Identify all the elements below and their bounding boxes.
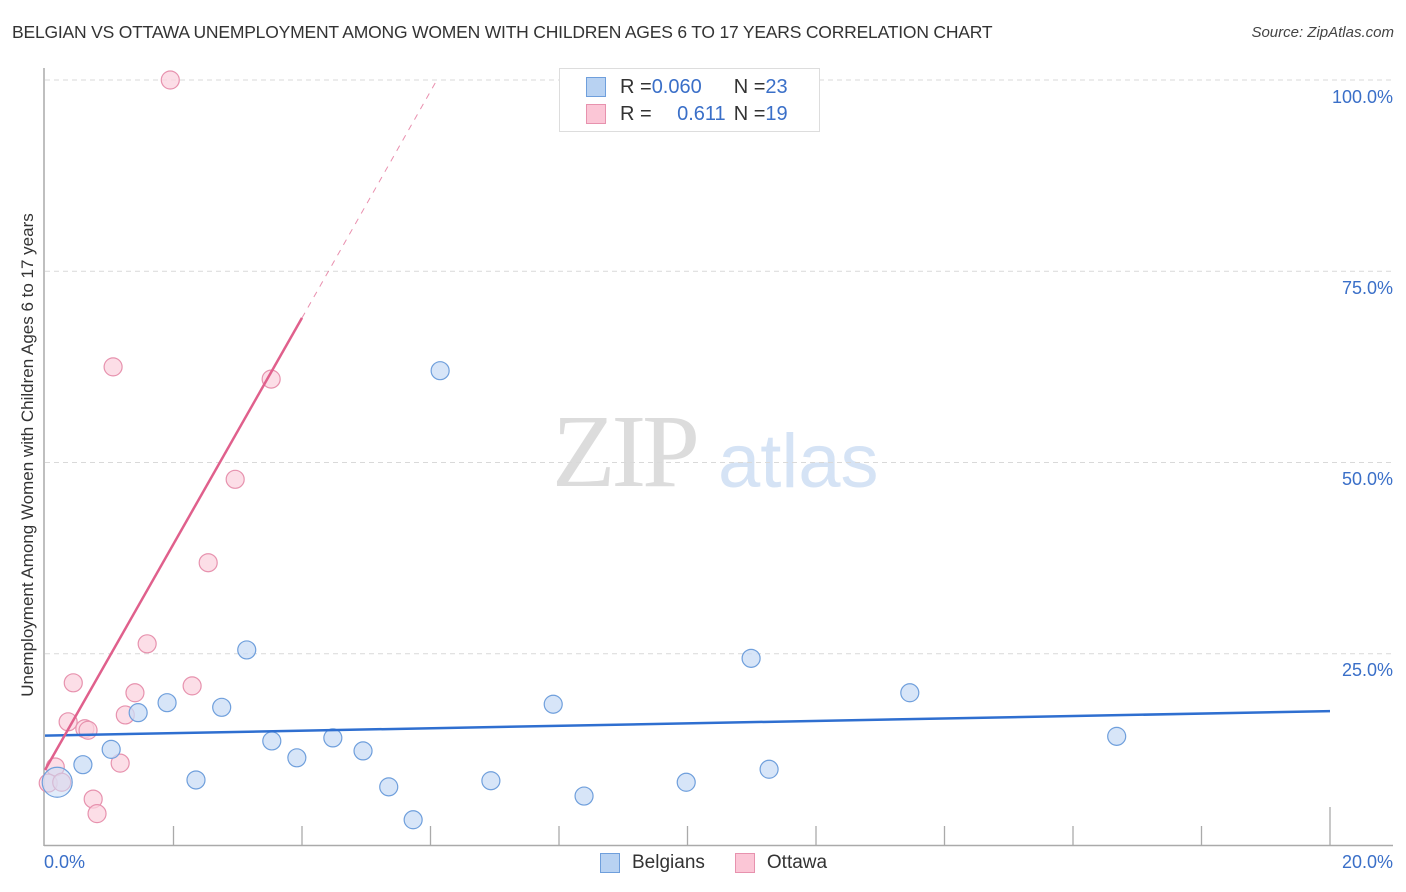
belgians-point (574, 786, 594, 806)
belgians-trend-line (44, 709, 1331, 737)
legend-label: Belgians (632, 852, 705, 873)
belgians-points (41, 361, 1127, 830)
belgians-point (481, 771, 501, 791)
belgians-point (323, 728, 343, 748)
ottawa-point (110, 753, 130, 773)
r-value: 0.611 (677, 102, 726, 125)
n-value: 23 (765, 75, 788, 98)
belgians-point (212, 697, 232, 717)
belgians-point (101, 739, 121, 759)
belgians-point (73, 755, 93, 775)
ottawa-point (225, 469, 245, 489)
ottawa-point (160, 70, 180, 90)
series-legend: Belgians Ottawa (600, 852, 857, 874)
source-credit: Source: ZipAtlas.com (1251, 24, 1394, 41)
belgians-point (741, 648, 761, 668)
belgians-point (543, 694, 563, 714)
gridlines (45, 79, 1393, 655)
belgians-point (353, 741, 373, 761)
legend-item-belgians[interactable]: Belgians (600, 852, 705, 874)
n-label: N = (733, 75, 766, 98)
belgians-point (379, 777, 399, 797)
y-tick-75: 75.0% (1341, 278, 1393, 298)
belgians-point (430, 361, 450, 381)
legend-row-ottawa: R = 0.611 N = 19 (586, 102, 788, 126)
x-tick-0: 0.0% (44, 852, 86, 872)
y-tick-25: 25.0% (1341, 660, 1393, 680)
ottawa-point (182, 676, 202, 696)
ottawa-point (137, 634, 157, 654)
belgians-point (186, 770, 206, 790)
belgians-point (676, 772, 696, 792)
chart-title: BELGIAN VS OTTAWA UNEMPLOYMENT AMONG WOM… (12, 22, 993, 42)
watermark-atlas: atlas (718, 419, 879, 504)
ottawa-point (78, 720, 98, 740)
belgians-point (403, 810, 423, 830)
ottawa-point (103, 357, 123, 377)
belgians-point (759, 759, 779, 779)
belgians-point (262, 731, 282, 751)
n-label: N = (733, 102, 766, 125)
r-label: R = (620, 102, 652, 125)
belgians-point (1107, 726, 1127, 746)
ottawa-trend-line (43, 317, 304, 771)
x-tick-20: 20.0% (1341, 852, 1393, 872)
trend-lines (43, 79, 1331, 771)
belgians-point (41, 766, 73, 798)
ottawa-point (198, 553, 218, 573)
y-tick-100: 100.0% (1331, 87, 1393, 107)
legend-row-belgians: R = 0.060 N = 23 (586, 75, 788, 99)
watermark-zip: ZIP (552, 394, 700, 509)
ottawa-trend-extension (301, 79, 438, 319)
correlation-legend: R = 0.060 N = 23 R = 0.611 N = 19 (559, 68, 820, 132)
r-value: 0.060 (651, 75, 702, 98)
r-label: R = (620, 75, 652, 98)
legend-item-ottawa[interactable]: Ottawa (734, 852, 828, 874)
belgians-point (900, 683, 920, 703)
belgians-swatch (586, 77, 606, 97)
ottawa-points (38, 70, 281, 824)
n-value: 19 (765, 102, 788, 125)
ottawa-point (87, 804, 107, 824)
axes (43, 68, 1393, 847)
y-axis-label: Unemployment Among Women with Children A… (18, 213, 37, 697)
belgians-point (237, 640, 257, 660)
belgians-point (287, 748, 307, 768)
ottawa-swatch (586, 104, 606, 124)
belgians-point (128, 703, 148, 723)
ottawa-point (125, 683, 145, 703)
belgians-swatch (600, 853, 620, 873)
belgians-point (157, 693, 177, 713)
ottawa-point (63, 673, 83, 693)
legend-label: Ottawa (766, 852, 828, 873)
y-tick-50: 50.0% (1341, 469, 1393, 489)
ottawa-swatch (734, 853, 755, 873)
